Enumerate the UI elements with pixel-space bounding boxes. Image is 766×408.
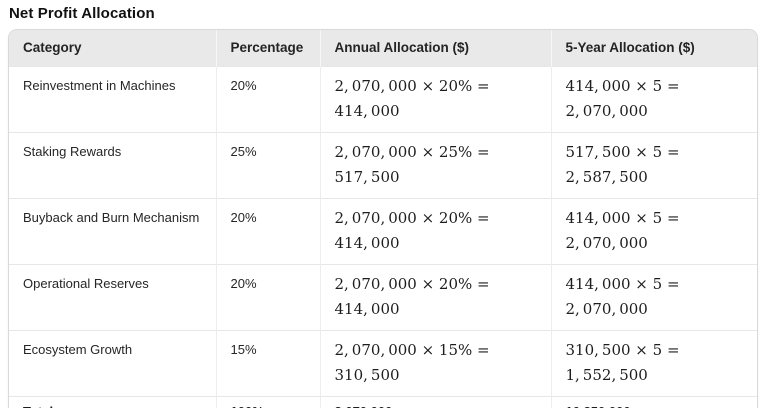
category-cell: Buyback and Burn Mechanism <box>9 198 216 265</box>
five-year-allocation-cell: 414, 000 × 5 = 2, 070, 000 <box>550 66 757 133</box>
percentage-cell: 15% <box>215 330 320 397</box>
math-expression-line: 414, 000 × 5 = <box>565 77 680 95</box>
annual-allocation-cell: 2, 070, 000 × 25% = 517, 500 <box>319 132 551 199</box>
math-result-line: 1, 552, 500 <box>565 366 648 384</box>
math-result-line: 2, 587, 500 <box>565 168 648 186</box>
math-result-line: 414, 000 <box>334 234 400 252</box>
total-percentage-cell: 100% <box>215 395 320 408</box>
math-result-line: 414, 000 <box>334 102 400 120</box>
math-result-line: 2, 070, 000 <box>565 300 648 318</box>
math-expression-line: 2, 070, 000 × 20% = <box>334 209 490 227</box>
math-expression-line: 517, 500 × 5 = <box>565 143 680 161</box>
annual-allocation-cell: 2, 070, 000 × 20% = 414, 000 <box>319 66 551 133</box>
annual-allocation-cell: 2, 070, 000 × 20% = 414, 000 <box>319 198 551 265</box>
header-cell-category: Category <box>9 30 216 67</box>
five-year-allocation-cell: 310, 500 × 5 = 1, 552, 500 <box>550 330 757 397</box>
math-result-line: 2, 070, 000 <box>565 102 648 120</box>
math-expression-line: 310, 500 × 5 = <box>565 341 680 359</box>
math-expression-line: 2, 070, 000 × 20% = <box>334 275 490 293</box>
math-expression-line: 414, 000 × 5 = <box>565 275 680 293</box>
table-row: Buyback and Burn Mechanism 20% 2, 070, 0… <box>9 198 757 265</box>
math-result-line: 414, 000 <box>334 300 400 318</box>
table-row: Staking Rewards 25% 2, 070, 000 × 25% = … <box>9 132 757 199</box>
table-row: Operational Reserves 20% 2, 070, 000 × 2… <box>9 264 757 331</box>
header-cell-percentage: Percentage <box>215 30 320 67</box>
math-result-line: 2, 070, 000 <box>565 234 648 252</box>
math-result-line: 517, 500 <box>334 168 400 186</box>
percentage-cell: 20% <box>215 66 320 133</box>
category-cell: Operational Reserves <box>9 264 216 331</box>
allocation-table: Category Percentage Annual Allocation ($… <box>9 30 757 408</box>
math-expression-line: 2, 070, 000 × 15% = <box>334 341 490 359</box>
percentage-cell: 25% <box>215 132 320 199</box>
percentage-cell: 20% <box>215 264 320 331</box>
allocation-table-container: Category Percentage Annual Allocation ($… <box>8 29 758 408</box>
percentage-cell: 20% <box>215 198 320 265</box>
five-year-allocation-cell: 414, 000 × 5 = 2, 070, 000 <box>550 198 757 265</box>
table-row: Ecosystem Growth 15% 2, 070, 000 × 15% =… <box>9 330 757 397</box>
category-cell: Staking Rewards <box>9 132 216 199</box>
total-annual-cell: 2,070,000 <box>319 395 551 408</box>
header-cell-five-year-allocation: 5-Year Allocation ($) <box>550 30 757 67</box>
table-total-row: Total 100% 2,070,000 10,350,000 <box>9 395 757 408</box>
total-label-cell: Total <box>9 395 216 408</box>
category-cell: Reinvestment in Machines <box>9 66 216 133</box>
math-expression-line: 414, 000 × 5 = <box>565 209 680 227</box>
math-expression-line: 2, 070, 000 × 20% = <box>334 77 490 95</box>
five-year-allocation-cell: 414, 000 × 5 = 2, 070, 000 <box>550 264 757 331</box>
header-cell-annual-allocation: Annual Allocation ($) <box>319 30 551 67</box>
table-header-row: Category Percentage Annual Allocation ($… <box>9 30 757 67</box>
annual-allocation-cell: 2, 070, 000 × 20% = 414, 000 <box>319 264 551 331</box>
table-row: Reinvestment in Machines 20% 2, 070, 000… <box>9 66 757 133</box>
category-cell: Ecosystem Growth <box>9 330 216 397</box>
math-result-line: 310, 500 <box>334 366 400 384</box>
math-expression-line: 2, 070, 000 × 25% = <box>334 143 490 161</box>
five-year-allocation-cell: 517, 500 × 5 = 2, 587, 500 <box>550 132 757 199</box>
page-title: Net Profit Allocation <box>9 5 155 22</box>
annual-allocation-cell: 2, 070, 000 × 15% = 310, 500 <box>319 330 551 397</box>
total-five-year-cell: 10,350,000 <box>550 395 757 408</box>
